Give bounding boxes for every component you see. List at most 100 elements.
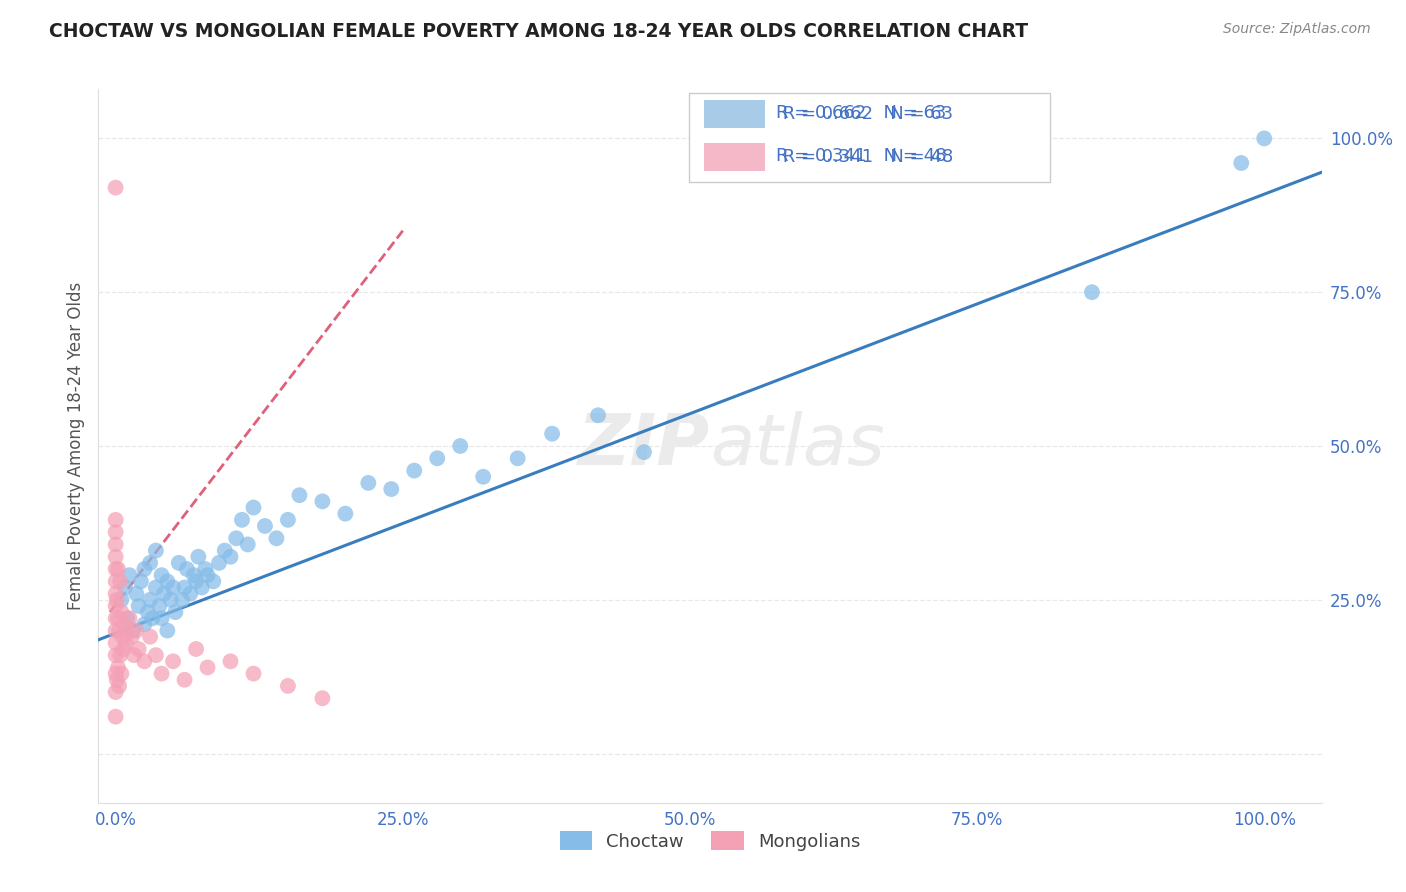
Text: R = 0.662   N = 63: R = 0.662 N = 63 bbox=[776, 104, 946, 122]
Point bbox=[110, 648, 132, 662]
Point bbox=[112, 642, 135, 657]
Point bbox=[108, 624, 131, 638]
Point bbox=[156, 574, 179, 589]
Point bbox=[104, 525, 127, 540]
Point bbox=[266, 531, 288, 545]
Point bbox=[277, 513, 299, 527]
Point bbox=[139, 556, 162, 570]
Point bbox=[288, 488, 311, 502]
Text: R = 0.662   N = 63: R = 0.662 N = 63 bbox=[778, 105, 953, 123]
Point bbox=[128, 642, 150, 657]
Point bbox=[173, 673, 195, 687]
Point bbox=[506, 451, 529, 466]
Point bbox=[311, 691, 333, 706]
Point bbox=[162, 654, 184, 668]
Point bbox=[633, 445, 655, 459]
Point bbox=[1081, 285, 1104, 300]
Point bbox=[104, 685, 127, 699]
Point bbox=[128, 599, 150, 613]
Point bbox=[179, 587, 201, 601]
Point bbox=[121, 630, 143, 644]
Text: Source: ZipAtlas.com: Source: ZipAtlas.com bbox=[1223, 22, 1371, 37]
Point bbox=[105, 673, 128, 687]
Point bbox=[183, 568, 205, 582]
Point bbox=[136, 605, 159, 619]
FancyBboxPatch shape bbox=[689, 93, 1050, 182]
Point bbox=[156, 624, 179, 638]
Point bbox=[134, 617, 156, 632]
Point bbox=[357, 475, 380, 490]
Text: R = 0.341   N = 48: R = 0.341 N = 48 bbox=[776, 147, 946, 165]
Point bbox=[139, 592, 162, 607]
Point bbox=[426, 451, 449, 466]
Point bbox=[219, 549, 242, 564]
Point bbox=[134, 654, 156, 668]
Text: R = 0.341   N = 48: R = 0.341 N = 48 bbox=[778, 148, 953, 166]
Point bbox=[104, 648, 127, 662]
Point bbox=[541, 426, 564, 441]
Point bbox=[242, 500, 264, 515]
Point bbox=[197, 660, 219, 674]
FancyBboxPatch shape bbox=[706, 101, 765, 127]
Point bbox=[176, 562, 198, 576]
Point bbox=[125, 624, 148, 638]
Point bbox=[104, 549, 127, 564]
Point bbox=[380, 482, 402, 496]
Point bbox=[139, 630, 162, 644]
Point bbox=[122, 648, 145, 662]
Text: CHOCTAW VS MONGOLIAN FEMALE POVERTY AMONG 18-24 YEAR OLDS CORRELATION CHART: CHOCTAW VS MONGOLIAN FEMALE POVERTY AMON… bbox=[49, 22, 1028, 41]
Text: atlas: atlas bbox=[710, 411, 884, 481]
Point bbox=[115, 624, 138, 638]
Point bbox=[172, 592, 194, 607]
Point bbox=[107, 660, 129, 674]
Point bbox=[110, 605, 132, 619]
Point bbox=[107, 611, 129, 625]
Point bbox=[141, 611, 163, 625]
Point bbox=[104, 624, 127, 638]
Point bbox=[202, 574, 225, 589]
Point bbox=[225, 531, 247, 545]
Point bbox=[236, 537, 259, 551]
Point bbox=[104, 562, 127, 576]
FancyBboxPatch shape bbox=[704, 143, 765, 171]
Point bbox=[1230, 156, 1253, 170]
Point bbox=[208, 556, 231, 570]
Point bbox=[115, 636, 138, 650]
Point bbox=[118, 611, 141, 625]
Point bbox=[184, 574, 207, 589]
Point bbox=[214, 543, 236, 558]
Point bbox=[105, 592, 128, 607]
Point bbox=[104, 636, 127, 650]
Point bbox=[115, 611, 138, 625]
Point bbox=[108, 679, 131, 693]
Point bbox=[167, 556, 190, 570]
Point bbox=[104, 574, 127, 589]
Point bbox=[114, 581, 136, 595]
Point bbox=[404, 464, 426, 478]
Point bbox=[111, 630, 134, 644]
Point bbox=[104, 513, 127, 527]
Point bbox=[150, 568, 173, 582]
Point bbox=[311, 494, 333, 508]
Point bbox=[104, 537, 127, 551]
Point bbox=[104, 709, 127, 723]
Point bbox=[145, 543, 167, 558]
Legend: Choctaw, Mongolians: Choctaw, Mongolians bbox=[553, 824, 868, 858]
Point bbox=[104, 666, 127, 681]
Point bbox=[104, 180, 127, 194]
Point bbox=[231, 513, 253, 527]
Point bbox=[122, 624, 145, 638]
Point bbox=[118, 568, 141, 582]
Point bbox=[145, 648, 167, 662]
Point bbox=[253, 519, 276, 533]
Point bbox=[125, 587, 148, 601]
Point bbox=[150, 611, 173, 625]
FancyBboxPatch shape bbox=[706, 144, 765, 169]
Y-axis label: Female Poverty Among 18-24 Year Olds: Female Poverty Among 18-24 Year Olds bbox=[66, 282, 84, 610]
Point bbox=[165, 605, 187, 619]
Point bbox=[104, 599, 127, 613]
Point bbox=[134, 562, 156, 576]
Point bbox=[145, 581, 167, 595]
Point bbox=[335, 507, 357, 521]
Point bbox=[219, 654, 242, 668]
